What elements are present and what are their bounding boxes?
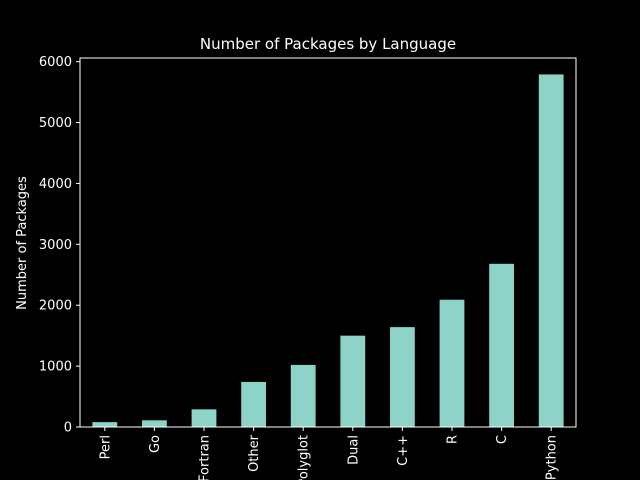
x-tick-label: Dual (346, 435, 361, 465)
bar-c (489, 263, 514, 427)
bars-group (92, 74, 564, 427)
x-tick-label: Other (247, 434, 262, 472)
x-tick-label: Python (545, 435, 560, 480)
y-axis-ticks: 0 1000 2000 3000 4000 5000 6000 (39, 55, 80, 436)
bar-dual (340, 335, 366, 427)
bar-c- (390, 327, 415, 427)
x-tick-label: R (446, 435, 461, 444)
y-axis-label: Number of Packages (15, 176, 30, 310)
bar-python (538, 74, 564, 427)
bar-other (241, 381, 266, 427)
bar-perl (92, 422, 118, 427)
x-tick-label: Perl (98, 435, 113, 459)
y-tick-label: 2000 (39, 299, 72, 314)
bar-fortran (191, 409, 217, 427)
x-tick-label: Fortran (198, 435, 213, 480)
y-tick-label: 5000 (39, 116, 72, 131)
chart-title: Number of Packages by Language (200, 35, 456, 53)
y-tick-label: 3000 (39, 238, 72, 253)
y-tick-label: 4000 (39, 177, 72, 192)
x-tick-label: C++ (396, 435, 411, 466)
x-axis-ticks: Perl Go Fortran Other Polyglot Dual C++ R C Pytho… (98, 427, 560, 480)
x-tick-label: C (495, 435, 510, 444)
bar-r (439, 299, 465, 427)
bar-go (142, 420, 167, 427)
x-tick-label: Go (148, 435, 163, 453)
plot-frame (79, 57, 577, 428)
x-tick-label: Polyglot (297, 435, 312, 480)
y-tick-label: 0 (64, 421, 72, 436)
bar-polyglot (290, 364, 316, 427)
y-tick-label: 6000 (39, 55, 72, 70)
y-tick-label: 1000 (39, 360, 72, 375)
